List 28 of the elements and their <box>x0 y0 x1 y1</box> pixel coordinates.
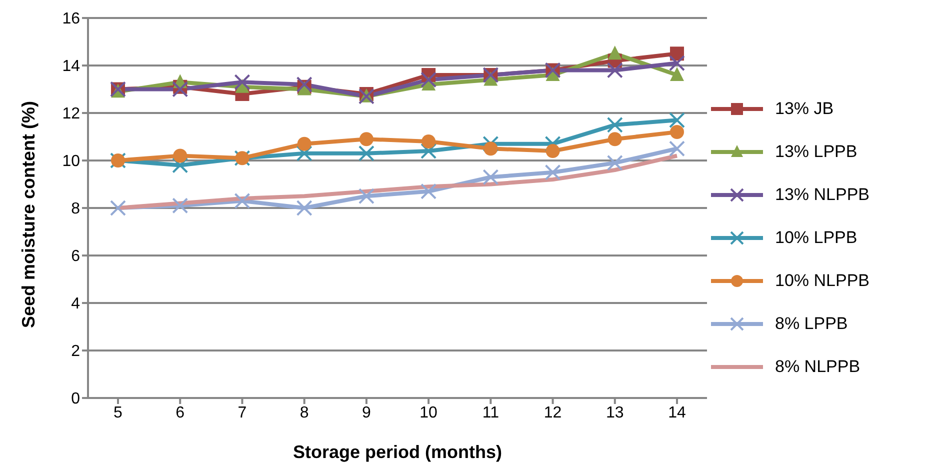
legend-label: 8% LPPB <box>775 314 848 334</box>
x-tick-label: 8 <box>300 404 309 422</box>
y-tick-label: 16 <box>62 10 80 28</box>
legend-label: 13% NLPPB <box>775 185 870 205</box>
x-axis-title: Storage period (months) <box>292 442 502 462</box>
x-tick-label: 6 <box>176 404 185 422</box>
legend-label: 8% NLPPB <box>775 357 860 377</box>
x-tick-label: 12 <box>544 404 562 422</box>
x-tick-label: 9 <box>362 404 371 422</box>
x-tick-label: 10 <box>420 404 438 422</box>
x-tick-label: 14 <box>668 404 686 422</box>
legend-label: 13% JB <box>775 99 834 119</box>
x-tick-label: 5 <box>114 404 123 422</box>
legend-label: 13% LPPB <box>775 142 858 162</box>
x-tick-label: 11 <box>482 404 500 422</box>
y-tick-label: 8 <box>71 200 80 218</box>
legend-label: 10% LPPB <box>775 228 858 248</box>
y-tick-label: 4 <box>71 296 80 313</box>
legend-label: 10% NLPPB <box>775 271 870 291</box>
y-axis-title: Seed moisture content (%) <box>18 100 38 328</box>
y-tick-label: 2 <box>71 343 80 360</box>
y-tick-label: 6 <box>71 248 80 266</box>
y-tick-label: 12 <box>62 106 80 123</box>
y-tick-label: 14 <box>62 58 80 76</box>
y-tick-label: 10 <box>62 153 80 170</box>
y-tick-label: 0 <box>71 390 80 408</box>
x-tick-label: 13 <box>606 404 624 422</box>
x-tick-label: 7 <box>238 404 247 422</box>
